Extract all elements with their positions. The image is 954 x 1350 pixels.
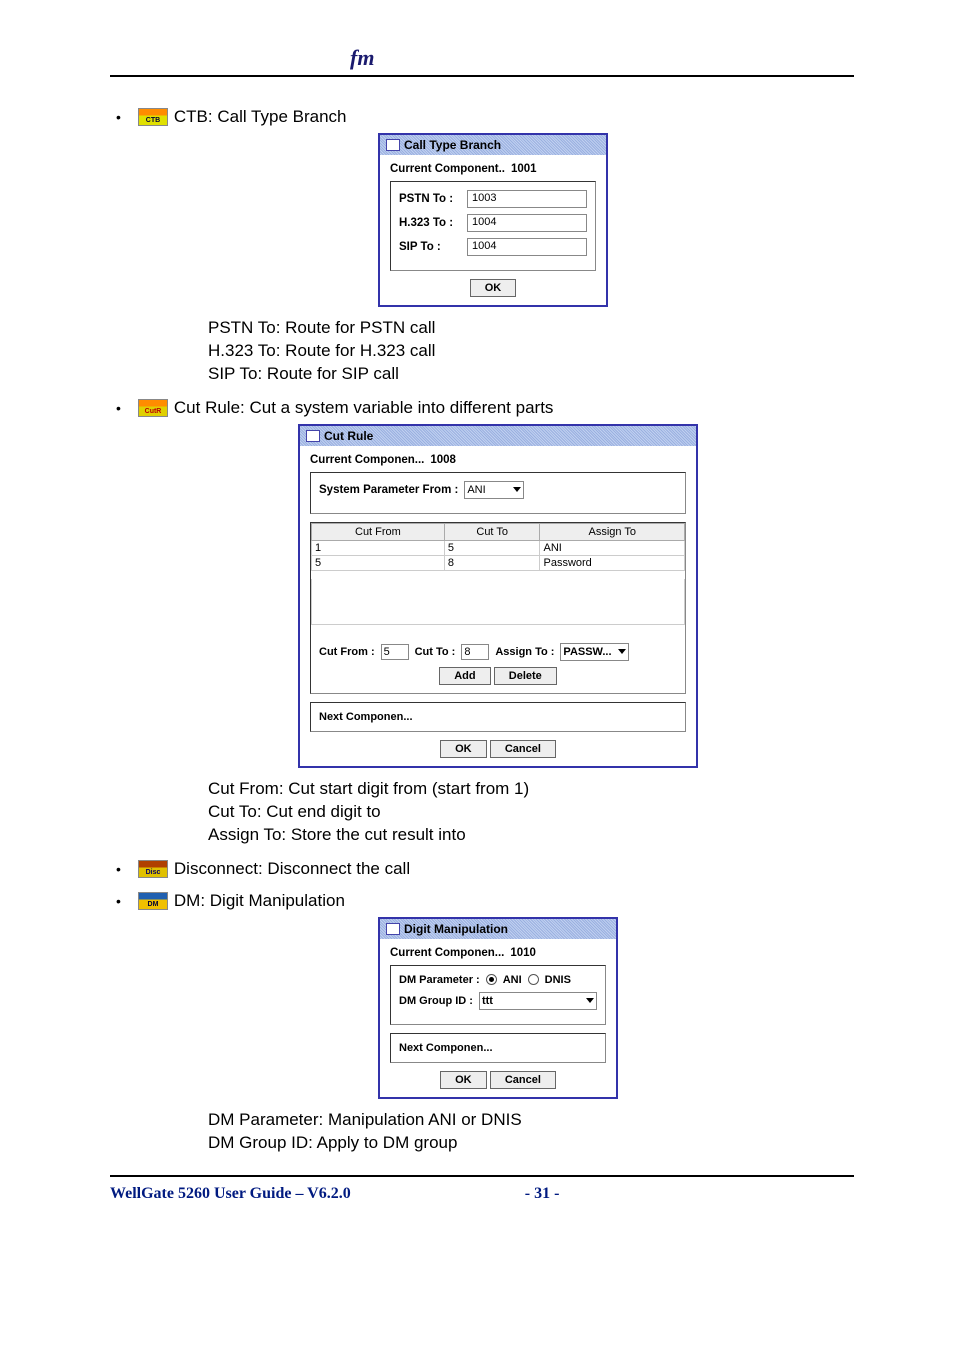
table-blank	[311, 579, 685, 625]
cut-cancel-button[interactable]: Cancel	[490, 740, 556, 758]
edit-cutfrom-label: Cut From :	[319, 646, 375, 658]
cut-ok-button[interactable]: OK	[440, 740, 487, 758]
edit-assign-select[interactable]: PASSW...	[560, 643, 628, 661]
ctb-explain-1: PSTN To: Route for PSTN call	[208, 317, 854, 340]
dm-next-label: Next Componen...	[399, 1042, 493, 1054]
sys-param-value: ANI	[467, 484, 485, 496]
window-icon	[306, 430, 320, 442]
dm-ok-button[interactable]: OK	[440, 1071, 487, 1089]
cutrule-icon: CutR	[138, 399, 168, 417]
dm-group-label: DM Group ID :	[399, 995, 473, 1007]
h323-input[interactable]: 1004	[467, 214, 587, 232]
table-row[interactable]: 5 8 Password	[312, 555, 685, 570]
cut-table: Cut From Cut To Assign To 1 5 ANI	[311, 523, 685, 571]
radio-dnis[interactable]	[528, 974, 539, 985]
cell: 1	[312, 540, 445, 555]
th-assign: Assign To	[540, 523, 685, 540]
header-logo: fm	[350, 45, 374, 71]
sip-label: SIP To :	[399, 241, 461, 253]
edit-cutfrom-input[interactable]	[381, 644, 409, 660]
th-cutfrom: Cut From	[312, 523, 445, 540]
dm-explain-1: DM Parameter: Manipulation ANI or DNIS	[208, 1109, 854, 1132]
sys-param-label: System Parameter From :	[319, 484, 458, 496]
cutrule-label: Cut Rule: Cut a system variable into dif…	[174, 398, 554, 417]
ctb-dialog: Call Type Branch Current Component.. 100…	[378, 133, 608, 307]
disconnect-icon: Disc	[138, 860, 168, 878]
cut-current-value: 1008	[430, 454, 456, 466]
table-row[interactable]: 1 5 ANI	[312, 540, 685, 555]
edit-cutto-input[interactable]	[461, 644, 489, 660]
ctb-icon: CTB	[138, 108, 168, 126]
ctb-dialog-title: Call Type Branch	[380, 135, 606, 155]
chevron-down-icon	[586, 998, 594, 1003]
dm-current-label: Current Componen...	[390, 947, 504, 959]
next-component-label: Next Componen...	[319, 711, 413, 723]
radio-ani[interactable]	[486, 974, 497, 985]
dm-current-value: 1010	[510, 947, 536, 959]
dm-dialog-title: Digit Manipulation	[380, 919, 616, 939]
edit-cutto-label: Cut To :	[415, 646, 456, 658]
window-icon	[386, 923, 400, 935]
cutrule-dialog-title: Cut Rule	[300, 426, 696, 446]
dm-group-value: ttt	[482, 995, 493, 1007]
radio-dnis-label: DNIS	[545, 974, 571, 986]
ctb-ok-button[interactable]: OK	[470, 279, 517, 297]
chevron-down-icon	[618, 649, 626, 654]
cut-explain-3: Assign To: Store the cut result into	[208, 824, 854, 847]
ctb-explain-2: H.323 To: Route for H.323 call	[208, 340, 854, 363]
dm-label: DM: Digit Manipulation	[174, 891, 345, 910]
pstn-input[interactable]: 1003	[467, 190, 587, 208]
h323-label: H.323 To :	[399, 217, 461, 229]
dm-dialog: Digit Manipulation Current Componen... 1…	[378, 917, 618, 1099]
cell: 5	[312, 555, 445, 570]
dm-cancel-button[interactable]: Cancel	[490, 1071, 556, 1089]
dm-explain-2: DM Group ID: Apply to DM group	[208, 1132, 854, 1155]
cut-explain-2: Cut To: Cut end digit to	[208, 801, 854, 824]
edit-assign-label: Assign To :	[495, 646, 554, 658]
edit-assign-value: PASSW...	[563, 646, 611, 658]
dm-dialog-title-text: Digit Manipulation	[404, 922, 508, 936]
dm-icon: DM	[138, 892, 168, 910]
cell: 5	[444, 540, 540, 555]
pstn-label: PSTN To :	[399, 193, 461, 205]
ctb-label: CTB: Call Type Branch	[174, 107, 347, 126]
add-button[interactable]: Add	[439, 667, 490, 685]
radio-ani-label: ANI	[503, 974, 522, 986]
ctb-current-label: Current Component..	[390, 163, 505, 175]
dm-param-label: DM Parameter :	[399, 974, 480, 986]
cutrule-dialog: Cut Rule Current Componen... 1008 System…	[298, 424, 698, 768]
cut-current-label: Current Componen...	[310, 454, 424, 466]
cut-explain-1: Cut From: Cut start digit from (start fr…	[208, 778, 854, 801]
ctb-explain-3: SIP To: Route for SIP call	[208, 363, 854, 386]
dm-group-select[interactable]: ttt	[479, 992, 597, 1010]
footer-title: WellGate 5260 User Guide – V6.2.0	[110, 1185, 351, 1202]
cell: ANI	[540, 540, 685, 555]
cell: 8	[444, 555, 540, 570]
disconnect-label: Disconnect: Disconnect the call	[174, 859, 410, 878]
footer-page: - 31 -	[525, 1185, 560, 1202]
delete-button[interactable]: Delete	[494, 667, 557, 685]
window-icon	[386, 139, 400, 151]
ctb-current-value: 1001	[511, 163, 537, 175]
chevron-down-icon	[513, 487, 521, 492]
sip-input[interactable]: 1004	[467, 238, 587, 256]
sys-param-select[interactable]: ANI	[464, 481, 524, 499]
th-cutto: Cut To	[444, 523, 540, 540]
cell: Password	[540, 555, 685, 570]
cutrule-dialog-title-text: Cut Rule	[324, 429, 373, 443]
ctb-dialog-title-text: Call Type Branch	[404, 138, 501, 152]
